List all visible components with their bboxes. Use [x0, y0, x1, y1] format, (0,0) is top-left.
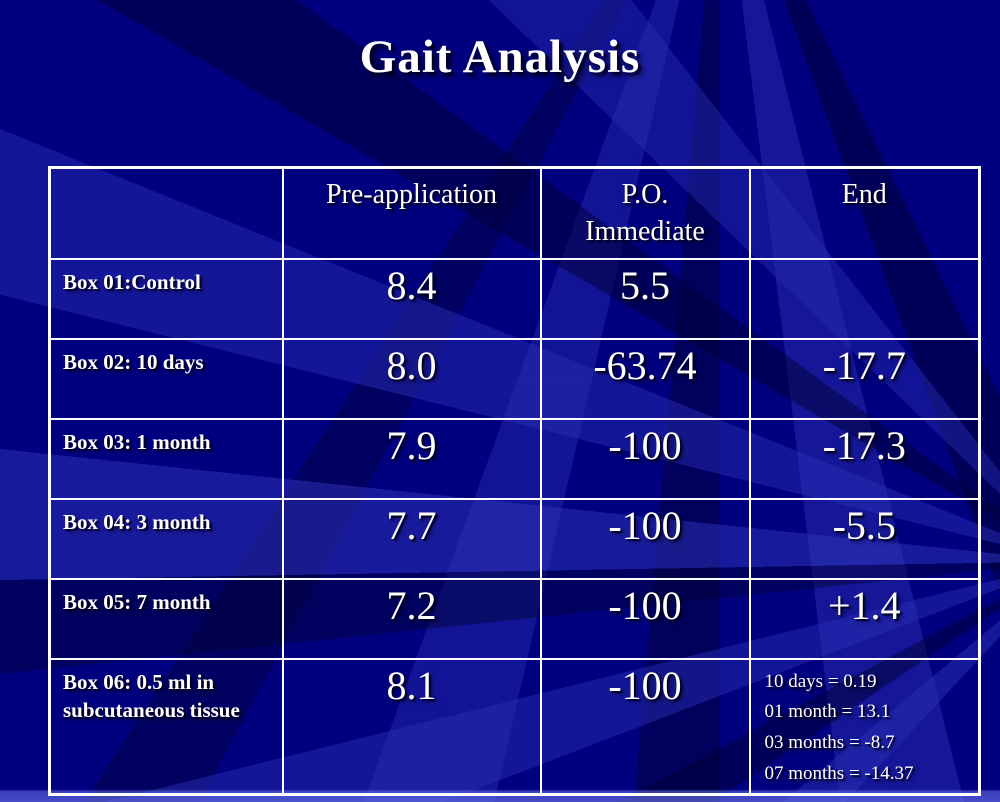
- gait-analysis-table: Pre-application P.O. Immediate End Box 0…: [48, 166, 981, 796]
- end-cell: +1.4: [748, 577, 981, 660]
- end-breakdown-cell: 10 days = 0.19 01 month = 13.1 03 months…: [748, 657, 981, 796]
- pre-application-cell: 7.7: [281, 497, 542, 580]
- end-cell: -17.7: [748, 337, 981, 420]
- po-immediate-cell: -100: [539, 577, 751, 660]
- row-label-cell: Box 04: 3 month: [48, 497, 284, 580]
- pre-application-cell: 8.4: [281, 257, 542, 340]
- table-row-box01: Box 01:Control 8.4 5.5: [48, 257, 981, 340]
- po-immediate-cell: 5.5: [539, 257, 751, 340]
- pre-application-cell: 8.0: [281, 337, 542, 420]
- end-cell: -5.5: [748, 497, 981, 580]
- row-label-cell: Box 02: 10 days: [48, 337, 284, 420]
- po-immediate-cell: -100: [539, 417, 751, 500]
- po-immediate-cell: -100: [539, 497, 751, 580]
- end-cell: [748, 257, 981, 340]
- po-immediate-cell: -63.74: [539, 337, 751, 420]
- header-pre-application: Pre-application: [281, 166, 542, 260]
- pre-application-cell: 8.1: [281, 657, 542, 796]
- pre-application-cell: 7.9: [281, 417, 542, 500]
- row-label-cell: Box 05: 7 month: [48, 577, 284, 660]
- header-row: Pre-application P.O. Immediate End: [48, 166, 981, 260]
- table-row-box05: Box 05: 7 month 7.2 -100 +1.4: [48, 577, 981, 660]
- table-row-box03: Box 03: 1 month 7.9 -100 -17.3: [48, 417, 981, 500]
- end-cell: -17.3: [748, 417, 981, 500]
- table-row-box02: Box 02: 10 days 8.0 -63.74 -17.7: [48, 337, 981, 420]
- po-immediate-cell: -100: [539, 657, 751, 796]
- row-label-cell: Box 06: 0.5 ml in subcutaneous tissue: [48, 657, 284, 796]
- row-label-cell: Box 03: 1 month: [48, 417, 284, 500]
- slide-title: Gait Analysis: [359, 31, 641, 83]
- header-empty: [48, 166, 284, 260]
- pre-application-cell: 7.2: [281, 577, 542, 660]
- table-row-box06: Box 06: 0.5 ml in subcutaneous tissue 8.…: [48, 657, 981, 796]
- row-label-cell: Box 01:Control: [48, 257, 284, 340]
- table-row-box04: Box 04: 3 month 7.7 -100 -5.5: [48, 497, 981, 580]
- header-end: End: [748, 166, 981, 260]
- header-po-immediate: P.O. Immediate: [539, 166, 751, 260]
